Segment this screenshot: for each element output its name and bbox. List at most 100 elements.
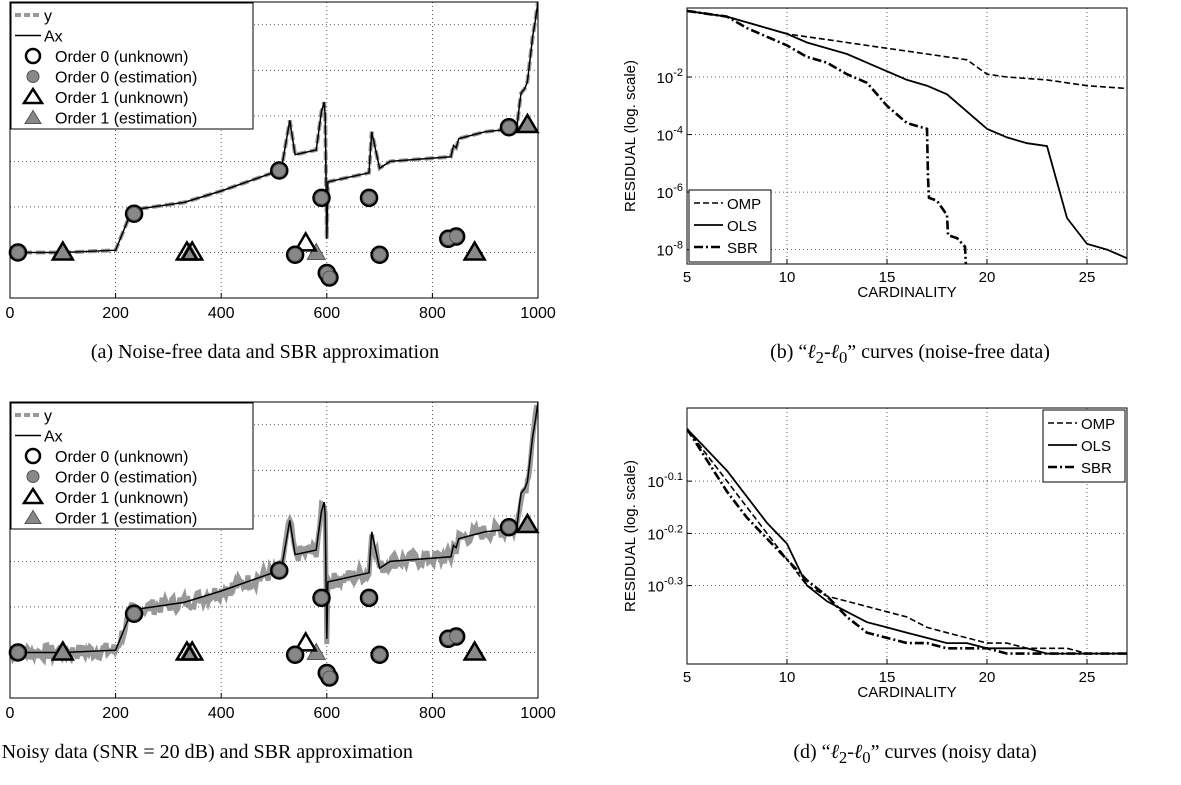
xtick-label-a-3: 600 [313, 305, 340, 322]
legend-icon-o0u-c [24, 447, 42, 465]
ytick-exp-b-3: -2 [673, 67, 683, 79]
order1-unknown-a-4 [462, 239, 487, 261]
panel-b: 5 10 15 20 25 10-8 10-6 10-4 10-2 CARDINALITY RESI… [590, 0, 1181, 330]
legend-box-b [688, 189, 772, 263]
order1-unknown-a-0 [50, 239, 75, 261]
xtick-label-a-2: 400 [208, 305, 235, 322]
order0-unknown-c-4 [312, 588, 331, 608]
panel-a: 0 200 400 600 800 1000 y Ax Order 0 (unknown) Ord… [0, 0, 560, 330]
order0-unknown-c-7 [359, 588, 379, 608]
order0-estimation-a-1 [127, 206, 142, 221]
order0-estimation-a-4 [314, 190, 329, 205]
order1-unknown-a-2 [179, 239, 205, 261]
caption-b-pre: (b) “ [770, 341, 808, 363]
plot-area-a [10, 2, 538, 255]
order0-estimation-a-2 [272, 163, 287, 178]
ytick-label-d-0: 10-0.1 [647, 471, 683, 491]
legend-label-c-5: Order 1 (estimation) [55, 511, 197, 528]
xtick-label-c-3: 600 [313, 705, 340, 722]
caption-b: (b) “ℓ2-ℓ0” curves (noise-free data) [700, 341, 1120, 368]
caption-b-dash: - [823, 341, 831, 363]
caption-b-sub2: 2 [815, 348, 824, 367]
caption-d-sub0: 0 [862, 748, 871, 767]
order0-unknown-a-7 [359, 188, 379, 208]
xtick-label-d-0: 5 [683, 669, 691, 686]
legend-a: y Ax Order 0 (unknown) Order 0 (estimation)… [10, 2, 254, 130]
xtick-label-b-2: 15 [879, 269, 896, 286]
order0-unknown-a-1 [124, 204, 144, 224]
xtick-label-a-5: 1000 [520, 305, 556, 322]
legend-c: y Ax Order 0 (unknown) Order 0 (estimation)… [10, 402, 254, 530]
order0-unknown-c-3 [285, 645, 305, 664]
ytick-base-b-3: 10 [657, 70, 674, 87]
ytick-exp-d-1: -0.2 [664, 523, 683, 535]
ytick-label-b-2: 10-4 [657, 125, 683, 145]
caption-d-dash: - [847, 741, 854, 763]
order0-estimation-a-0 [10, 245, 25, 260]
legend-label-a-1: Ax [44, 29, 63, 46]
legend-label-d-2: SBR [1081, 460, 1112, 477]
caption-c: ) Noisy data (SNR = 20 dB) and SBR appro… [0, 741, 413, 763]
legend-label-a-3: Order 0 (estimation) [55, 70, 197, 87]
ylabel-d: RESIDUAL (log. scale) [622, 460, 639, 612]
legend-label-b-2: SBR [727, 240, 758, 257]
xtick-label-c-4: 800 [419, 705, 446, 722]
legend-icon-o1u-c [21, 486, 45, 505]
legend-label-b-0: OMP [727, 196, 761, 213]
series-omp-d [687, 428, 1127, 655]
order0-estimation-a-8 [372, 247, 387, 262]
xtick-label-d-2: 15 [879, 669, 896, 686]
legend-label-c-3: Order 0 (estimation) [55, 470, 197, 487]
panel-c: 0 200 400 600 800 1000 y Ax Order 0 (unknown) Ord… [0, 400, 560, 730]
order0-estimation-c-8 [372, 647, 387, 662]
order0-estimation-c-10 [449, 629, 464, 644]
xtick-label-c-2: 400 [208, 705, 235, 722]
legend-box-a [10, 2, 254, 130]
legend-icon-o0e-a [26, 70, 40, 83]
legend-label-c-1: Ax [44, 429, 63, 446]
xtick-label-d-4: 25 [1079, 669, 1096, 686]
legend-icon-o1e-a [24, 109, 42, 124]
series-ols-b [687, 10, 1127, 260]
series-ax-a [10, 2, 538, 254]
xtick-label-c-1: 200 [102, 705, 129, 722]
xtick-label-c-0: 0 [6, 705, 15, 722]
legend-box-d [1042, 409, 1126, 483]
ytick-exp-d-0: -0.1 [664, 471, 683, 483]
legend-label-a-4: Order 1 (unknown) [55, 90, 188, 107]
axes-box-a [9, 1, 539, 299]
chart-b: 5 10 15 20 2510-810-610-410-2CARDINALITYRESI… [622, 7, 1128, 301]
caption-b-post: ” curves (noise-free data) [847, 341, 1050, 363]
order0-unknown-a-4 [312, 188, 331, 208]
markers-a [8, 112, 540, 287]
axes-box-d [686, 407, 1128, 665]
ytick-base-b-1: 10 [657, 185, 674, 202]
caption-b-sub0: 0 [838, 348, 848, 367]
series-ax-c [10, 402, 538, 654]
legend-icon-o1u-a [21, 86, 45, 105]
series-sbr-d [687, 428, 1127, 655]
ytick-exp-b-0: -8 [673, 240, 683, 252]
ytick-exp-b-2: -4 [673, 125, 683, 137]
order1-unknown-a-5 [515, 112, 540, 134]
legend-label-a-2: Order 0 (unknown) [55, 49, 188, 66]
order1-unknown-c-4 [462, 639, 487, 661]
legend-b: OMP OLS SBR [688, 189, 772, 263]
xtick-label-b-1: 10 [779, 269, 796, 286]
xtick-label-b-3: 20 [979, 269, 996, 286]
ytick-label-b-0: 10-8 [657, 240, 683, 260]
caption-b-l0: ℓ [830, 341, 839, 363]
grid-d [687, 408, 1127, 664]
order0-unknown-a-2 [270, 161, 289, 180]
xtick-label-b-0: 5 [683, 269, 691, 286]
xlabel-b: CARDINALITY [857, 284, 956, 301]
legend-box-c [10, 402, 254, 530]
xtick-label-a-1: 200 [102, 305, 129, 322]
order0-estimation-c-4 [314, 590, 329, 605]
ytick-label-b-1: 10-6 [657, 182, 683, 202]
order0-estimation-c-11 [501, 520, 516, 535]
chart-d: 5 10 15 20 2510-0.110-0.210-0.3CARDINALITYRE… [622, 407, 1128, 701]
xtick-label-d-3: 20 [979, 669, 996, 686]
plot-area-d [687, 428, 1127, 655]
order0-unknown-c-11 [499, 517, 519, 537]
